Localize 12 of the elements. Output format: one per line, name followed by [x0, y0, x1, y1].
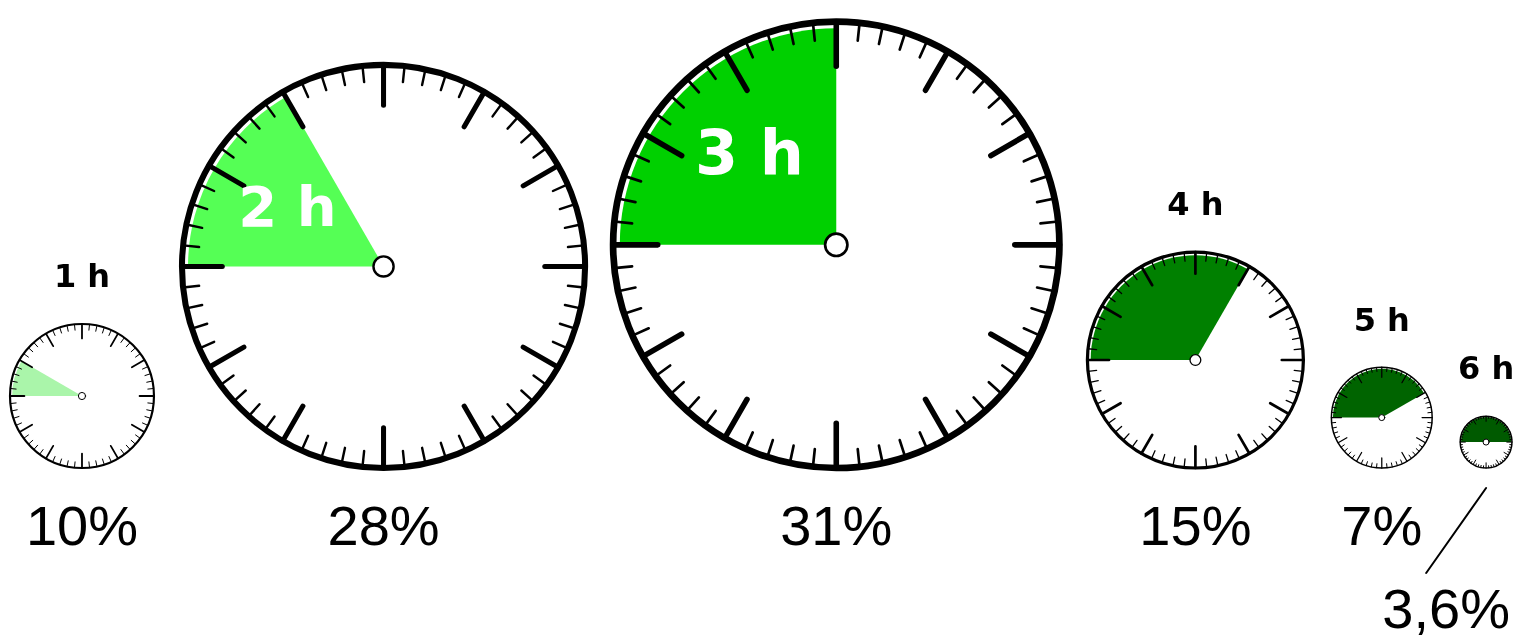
category-label: 3 h: [695, 116, 804, 190]
category-label: 1 h: [53, 257, 111, 296]
category-label: 2 h: [238, 173, 337, 239]
category-label: 5 h: [1353, 300, 1410, 339]
data-label: 7%: [1341, 494, 1423, 558]
category-label: 6 h: [1457, 349, 1515, 388]
data-label: 28%: [327, 494, 440, 558]
data-label: 3,6%: [1382, 577, 1510, 637]
category-label: 4 h: [1167, 185, 1224, 224]
data-label: 15%: [1139, 494, 1252, 558]
data-label: 31%: [780, 494, 893, 558]
data-label: 10%: [25, 494, 139, 558]
